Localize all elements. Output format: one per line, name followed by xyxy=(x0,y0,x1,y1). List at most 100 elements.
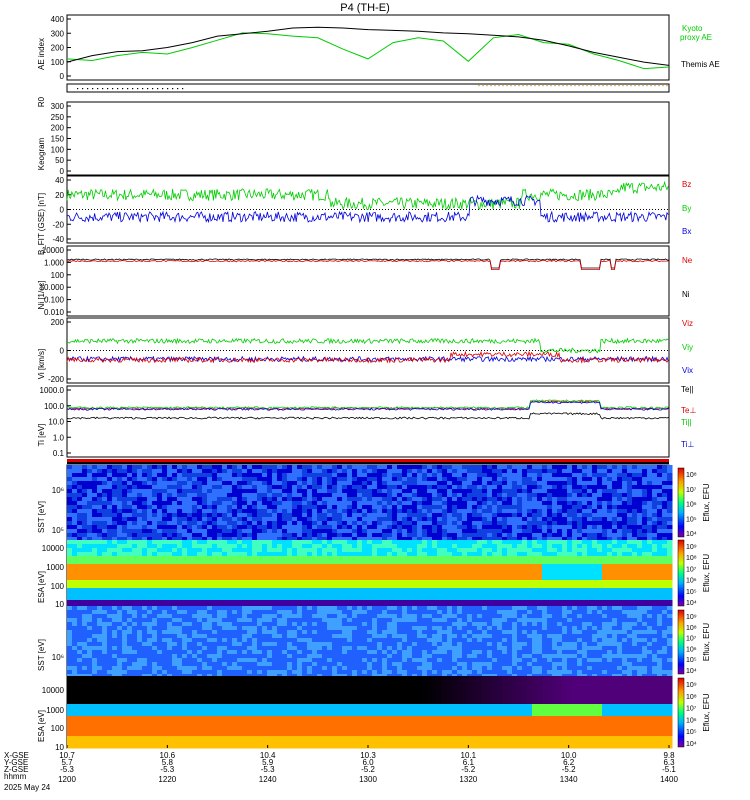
spec-cell xyxy=(447,489,453,494)
spec-cell xyxy=(167,517,173,522)
spec-cell xyxy=(422,592,428,597)
spec-cell xyxy=(157,481,163,486)
spec-cell xyxy=(142,477,148,482)
spec-cell xyxy=(267,600,273,605)
spec-cell xyxy=(372,592,378,597)
spec-cell xyxy=(427,560,433,565)
spec-cell xyxy=(552,537,558,542)
spec-cell xyxy=(137,485,143,490)
spec-cell xyxy=(157,646,163,651)
spec-cell xyxy=(597,537,603,542)
spec-cell xyxy=(117,614,123,619)
spec-cell xyxy=(632,473,638,478)
spec-cell xyxy=(347,521,353,526)
spec-cell xyxy=(572,521,578,526)
spec-cell xyxy=(242,592,248,597)
spec-cell xyxy=(342,497,348,502)
spec-cell xyxy=(147,580,153,585)
spec-cell xyxy=(537,521,543,526)
spec-cell xyxy=(117,548,123,553)
ro-dot-late xyxy=(522,85,524,87)
spec-cell xyxy=(612,465,618,470)
spec-cell xyxy=(642,525,648,530)
spec-cell xyxy=(137,560,143,565)
spec-cell xyxy=(582,560,588,565)
spec-cell xyxy=(192,600,198,605)
spec-cell xyxy=(482,521,488,526)
spec-cell xyxy=(262,533,268,538)
spec-cell xyxy=(307,548,313,553)
spec-cell xyxy=(527,537,533,542)
spec-cell xyxy=(287,588,293,593)
spec-cell xyxy=(92,548,98,553)
spec-cell xyxy=(492,509,498,514)
spec-cell xyxy=(482,481,488,486)
spec-cell xyxy=(607,497,613,502)
spec-cell xyxy=(327,469,333,474)
spec-cell xyxy=(277,489,283,494)
spec-cell xyxy=(552,588,558,593)
spec-cell xyxy=(367,564,373,569)
spec-cell xyxy=(497,497,503,502)
spec-cell xyxy=(92,634,98,639)
spec-cell xyxy=(277,513,283,518)
spec-cell xyxy=(477,489,483,494)
spec-cell xyxy=(267,501,273,506)
spec-cell xyxy=(642,588,648,593)
spec-cell xyxy=(77,533,83,538)
spec-cell xyxy=(562,497,568,502)
spec-cell xyxy=(137,548,143,553)
spec-cell xyxy=(102,572,108,577)
ro-dot xyxy=(182,88,184,90)
spec-cell xyxy=(632,548,638,553)
spec-cell xyxy=(272,568,278,573)
spec-cell xyxy=(77,556,83,561)
spec-cell xyxy=(297,477,303,482)
spec-cell xyxy=(467,513,473,518)
spec-cell xyxy=(262,517,268,522)
spec-cell xyxy=(317,533,323,538)
spec-cell xyxy=(282,525,288,530)
spec-cell xyxy=(317,544,323,549)
spec-cell xyxy=(427,600,433,605)
spec-cell xyxy=(577,540,583,545)
spec-cell xyxy=(337,592,343,597)
spec-cell xyxy=(632,564,638,569)
spec-cell xyxy=(267,544,273,549)
spec-cell xyxy=(182,529,188,534)
spec-cell xyxy=(522,493,528,498)
spec-cell xyxy=(262,544,268,549)
spec-cell xyxy=(72,662,78,667)
spec-cell xyxy=(107,497,113,502)
spec-cell xyxy=(137,572,143,577)
spec-cell xyxy=(337,465,343,470)
spec-cell xyxy=(442,548,448,553)
spec-cell xyxy=(222,544,228,549)
spec-cell xyxy=(247,497,253,502)
spec-cell xyxy=(412,533,418,538)
spec-cell xyxy=(102,638,108,643)
spec-cell xyxy=(632,560,638,565)
spec-cell xyxy=(92,521,98,526)
spec-cell xyxy=(157,618,163,623)
spec-cell xyxy=(312,469,318,474)
spec-cell xyxy=(572,544,578,549)
spec-cell xyxy=(587,588,593,593)
panel-frame-keogram xyxy=(66,101,670,176)
spec-cell xyxy=(527,465,533,470)
spec-cell xyxy=(442,596,448,601)
spec-cell xyxy=(632,568,638,573)
spec-cell xyxy=(242,548,248,553)
spec-cell xyxy=(102,556,108,561)
spec-cell xyxy=(107,666,113,671)
spec-cell xyxy=(377,600,383,605)
spec-cell xyxy=(197,489,203,494)
spec-cell xyxy=(342,473,348,478)
spec-cell xyxy=(287,592,293,597)
spec-cell xyxy=(502,517,508,522)
spec-cell xyxy=(582,580,588,585)
spec-cell xyxy=(67,662,73,667)
spec-cell xyxy=(407,497,413,502)
spec-cell xyxy=(117,654,123,659)
spec-cell xyxy=(592,544,598,549)
